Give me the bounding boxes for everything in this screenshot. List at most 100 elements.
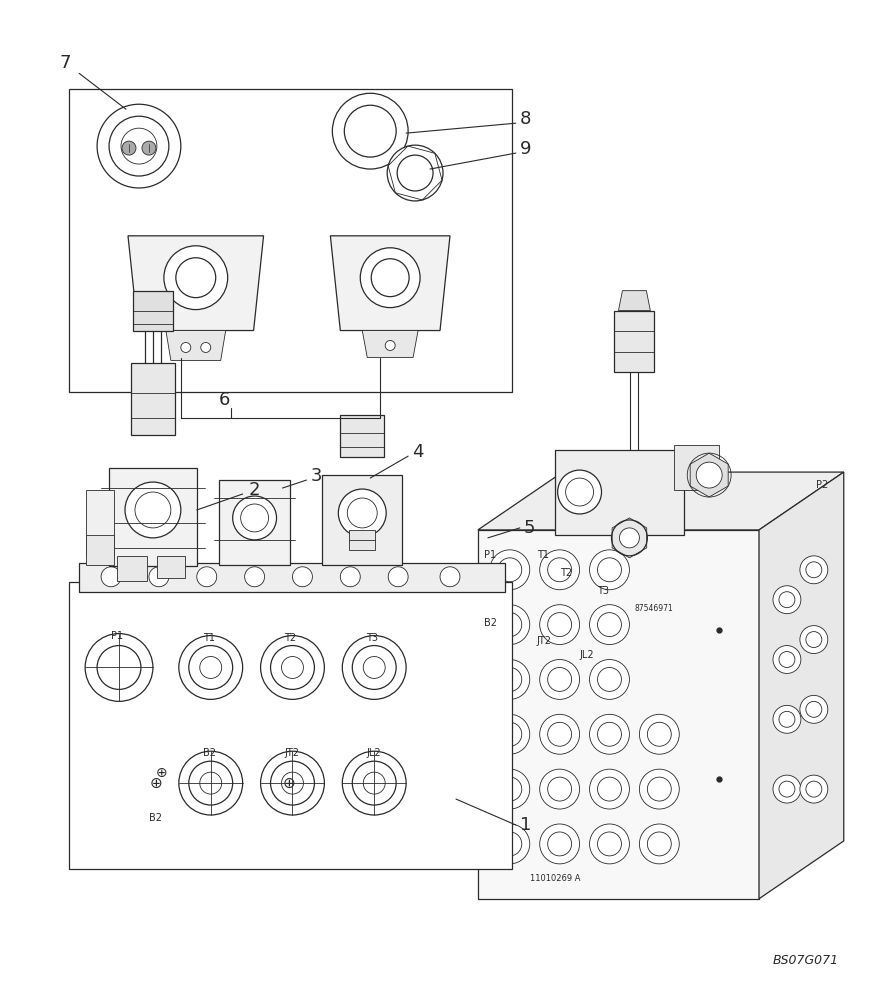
- Circle shape: [385, 340, 395, 350]
- Text: JL2: JL2: [580, 650, 594, 660]
- Bar: [70, 582, 512, 869]
- Circle shape: [640, 714, 680, 754]
- Circle shape: [176, 258, 216, 298]
- Circle shape: [540, 660, 580, 699]
- Text: BS07G071: BS07G071: [772, 954, 838, 967]
- Circle shape: [490, 824, 530, 864]
- Circle shape: [640, 769, 680, 809]
- Bar: [79, 563, 505, 592]
- Bar: [157, 556, 185, 578]
- Circle shape: [558, 470, 601, 514]
- Bar: [615, 311, 655, 372]
- Circle shape: [270, 761, 314, 805]
- Circle shape: [805, 632, 822, 648]
- Polygon shape: [759, 472, 844, 899]
- Bar: [219, 480, 291, 565]
- Circle shape: [341, 567, 360, 587]
- Circle shape: [598, 667, 622, 691]
- Circle shape: [540, 714, 580, 754]
- Circle shape: [343, 751, 406, 815]
- Circle shape: [178, 636, 243, 699]
- Text: JL2: JL2: [367, 748, 381, 758]
- Circle shape: [490, 769, 530, 809]
- Circle shape: [109, 116, 169, 176]
- Circle shape: [805, 562, 822, 578]
- Circle shape: [773, 646, 801, 673]
- Text: 7: 7: [59, 54, 70, 72]
- Circle shape: [800, 775, 828, 803]
- Circle shape: [200, 772, 222, 794]
- Circle shape: [244, 567, 265, 587]
- Circle shape: [598, 613, 622, 637]
- Circle shape: [352, 646, 396, 689]
- Text: 2: 2: [249, 481, 260, 499]
- Circle shape: [97, 646, 141, 689]
- Circle shape: [498, 722, 522, 746]
- Text: 6: 6: [219, 391, 230, 409]
- Circle shape: [125, 482, 181, 538]
- Text: 87546971: 87546971: [634, 604, 673, 613]
- Circle shape: [200, 657, 222, 678]
- Circle shape: [598, 558, 622, 582]
- Text: T3: T3: [367, 633, 378, 643]
- Polygon shape: [674, 445, 719, 490]
- Circle shape: [590, 769, 630, 809]
- Polygon shape: [478, 472, 844, 530]
- Text: ⊕: ⊕: [282, 776, 295, 791]
- Text: T1: T1: [202, 633, 215, 643]
- Text: B2: B2: [202, 748, 216, 758]
- Bar: [322, 475, 402, 565]
- Circle shape: [648, 722, 672, 746]
- Circle shape: [241, 504, 268, 532]
- Circle shape: [282, 657, 303, 678]
- Circle shape: [800, 626, 828, 654]
- Circle shape: [779, 711, 795, 727]
- Circle shape: [498, 667, 522, 691]
- Circle shape: [97, 104, 181, 188]
- Circle shape: [779, 652, 795, 667]
- Circle shape: [260, 636, 325, 699]
- Bar: [109, 468, 197, 566]
- Circle shape: [598, 777, 622, 801]
- Circle shape: [566, 478, 593, 506]
- Text: 1: 1: [520, 816, 531, 834]
- Circle shape: [282, 772, 303, 794]
- Circle shape: [800, 556, 828, 584]
- Circle shape: [490, 660, 530, 699]
- Circle shape: [371, 259, 409, 297]
- Circle shape: [779, 781, 795, 797]
- Circle shape: [773, 705, 801, 733]
- Bar: [341, 415, 384, 457]
- Circle shape: [270, 646, 314, 689]
- Circle shape: [85, 634, 153, 701]
- Circle shape: [590, 824, 630, 864]
- Polygon shape: [128, 236, 263, 331]
- Bar: [87, 490, 114, 555]
- Circle shape: [387, 145, 443, 201]
- Circle shape: [548, 832, 572, 856]
- Text: P1: P1: [483, 550, 496, 560]
- Text: B2: B2: [149, 813, 162, 823]
- Text: ⊕: ⊕: [150, 776, 162, 791]
- Circle shape: [233, 496, 277, 540]
- Circle shape: [352, 761, 396, 805]
- Circle shape: [548, 558, 572, 582]
- Circle shape: [360, 248, 420, 308]
- Polygon shape: [690, 453, 728, 497]
- Circle shape: [343, 636, 406, 699]
- Circle shape: [540, 769, 580, 809]
- Bar: [350, 530, 376, 550]
- Circle shape: [197, 567, 217, 587]
- Bar: [87, 535, 114, 565]
- Circle shape: [189, 646, 233, 689]
- Circle shape: [598, 832, 622, 856]
- Circle shape: [619, 528, 640, 548]
- Text: P2: P2: [816, 480, 828, 490]
- Circle shape: [164, 246, 227, 310]
- Text: P1: P1: [111, 631, 123, 641]
- Circle shape: [122, 141, 136, 155]
- Circle shape: [540, 824, 580, 864]
- Circle shape: [548, 613, 572, 637]
- Circle shape: [260, 751, 325, 815]
- Circle shape: [548, 667, 572, 691]
